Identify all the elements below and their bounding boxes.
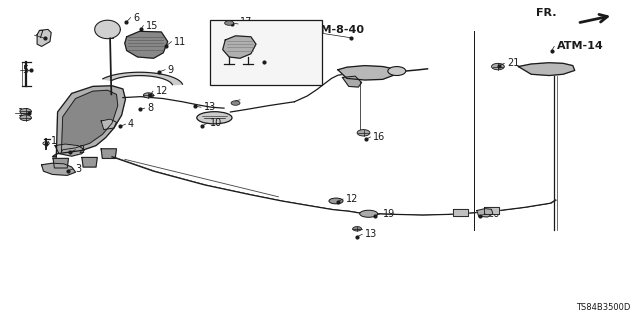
Text: 7: 7 (37, 30, 44, 40)
Polygon shape (518, 63, 575, 76)
Text: 21: 21 (507, 58, 519, 68)
Text: 18: 18 (272, 55, 284, 65)
Polygon shape (61, 90, 118, 152)
Polygon shape (37, 29, 51, 46)
Text: 9: 9 (168, 65, 174, 75)
Bar (210, 20, 322, 85)
Text: 1: 1 (51, 136, 58, 147)
Text: 4: 4 (128, 119, 134, 129)
Circle shape (388, 67, 406, 76)
Circle shape (20, 108, 31, 114)
Circle shape (225, 21, 234, 25)
Polygon shape (103, 72, 182, 85)
Text: 13: 13 (365, 229, 377, 239)
Polygon shape (101, 119, 116, 130)
Text: 13: 13 (204, 102, 216, 112)
Text: FR.: FR. (536, 8, 557, 19)
Circle shape (231, 101, 240, 105)
Text: 6: 6 (133, 12, 140, 23)
Text: ATM-14: ATM-14 (557, 41, 604, 52)
Polygon shape (223, 36, 256, 58)
Text: ATM-8-40: ATM-8-40 (306, 25, 365, 36)
Polygon shape (82, 157, 97, 167)
Polygon shape (342, 76, 362, 87)
Text: 5: 5 (22, 65, 29, 75)
Ellipse shape (329, 198, 343, 204)
Polygon shape (42, 163, 76, 175)
Circle shape (20, 115, 31, 121)
Polygon shape (95, 20, 120, 39)
Text: TS84B3500D: TS84B3500D (576, 303, 630, 312)
Text: 3: 3 (76, 164, 82, 174)
Text: 8: 8 (147, 103, 154, 113)
Polygon shape (484, 207, 499, 214)
Text: 12: 12 (346, 194, 358, 204)
Text: 15: 15 (146, 20, 158, 31)
Polygon shape (53, 158, 68, 168)
Circle shape (143, 93, 154, 98)
Polygon shape (55, 144, 84, 156)
Polygon shape (453, 209, 468, 216)
Text: 20: 20 (488, 209, 500, 219)
Circle shape (492, 63, 504, 70)
Polygon shape (338, 66, 394, 80)
Polygon shape (477, 209, 493, 217)
Text: 10: 10 (210, 118, 222, 128)
Polygon shape (101, 149, 116, 158)
Circle shape (357, 130, 370, 136)
Text: 16: 16 (373, 132, 385, 142)
Ellipse shape (197, 112, 232, 124)
Ellipse shape (360, 210, 378, 217)
Text: 11: 11 (174, 36, 186, 47)
Text: 12: 12 (156, 86, 168, 96)
Circle shape (353, 227, 362, 231)
Polygon shape (52, 86, 125, 157)
Text: 19: 19 (383, 209, 395, 219)
Polygon shape (125, 31, 168, 58)
Text: 17: 17 (240, 17, 252, 27)
Text: 2: 2 (78, 145, 84, 155)
Text: 14: 14 (18, 108, 30, 118)
